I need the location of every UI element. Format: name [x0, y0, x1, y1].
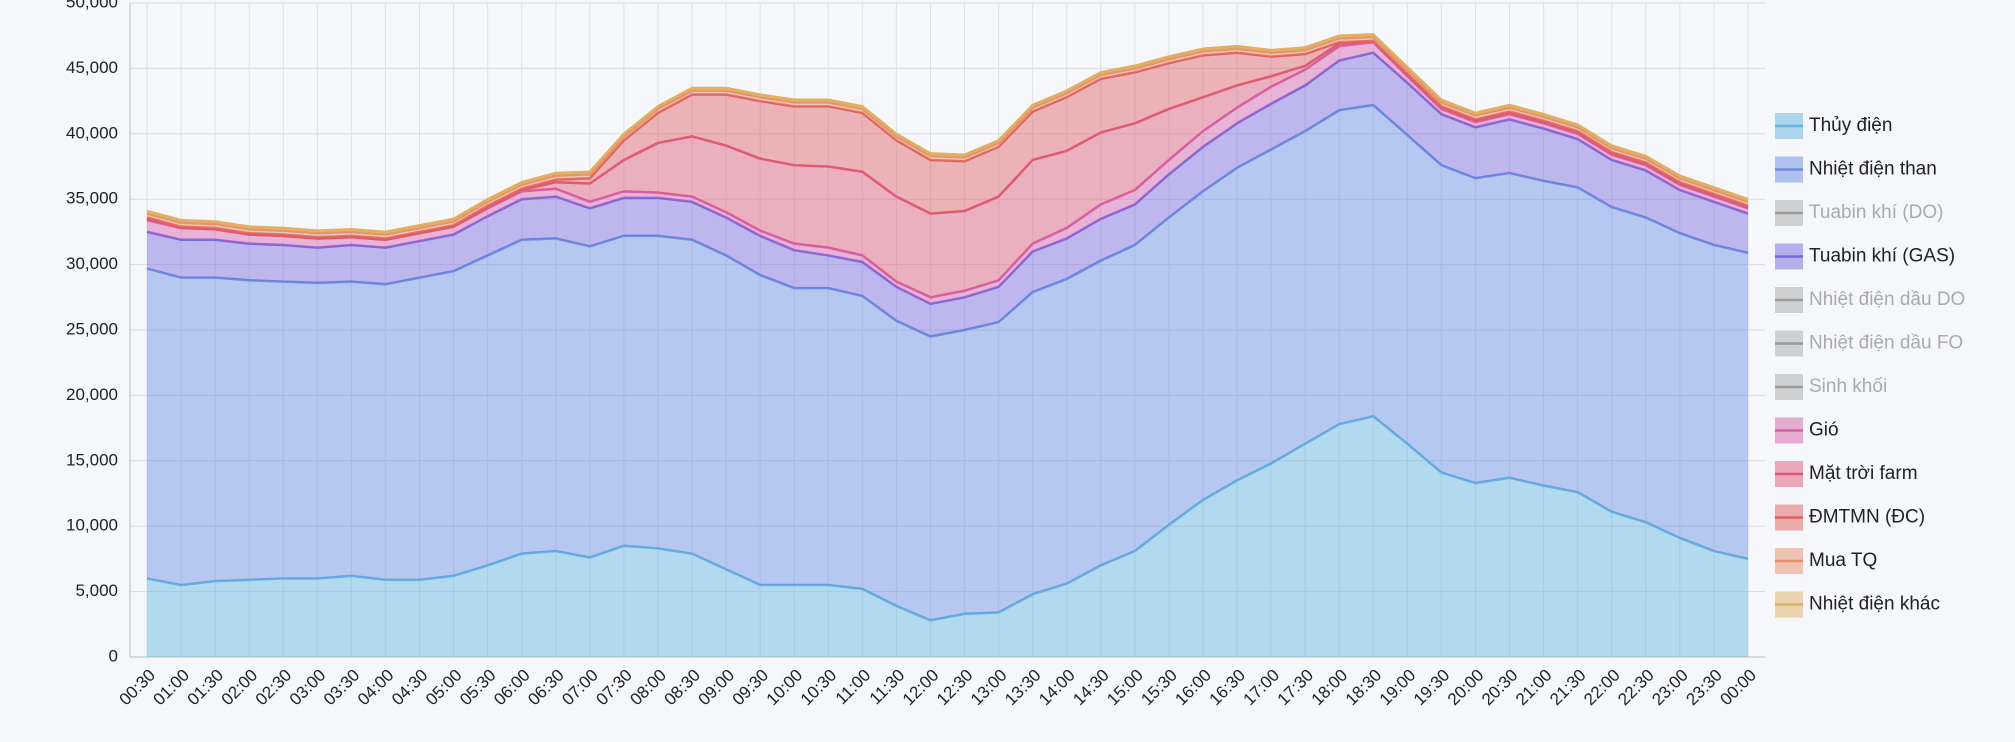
y-tick-label: 40,000	[66, 123, 118, 142]
x-tick-label: 14:30	[1069, 666, 1113, 710]
x-tick-label: 10:00	[763, 666, 807, 710]
x-tick-label: 14:00	[1035, 666, 1079, 710]
area	[147, 416, 1748, 657]
legend-label: Mua TQ	[1809, 550, 1877, 571]
x-tick-label: 09:00	[695, 666, 739, 710]
y-tick-label: 20,000	[66, 385, 118, 404]
x-tick-label: 18:30	[1342, 666, 1386, 710]
legend-label: Nhiệt điện khác	[1809, 594, 1940, 615]
x-tick-label: 07:00	[558, 666, 602, 710]
x-tick-label: 23:00	[1648, 666, 1692, 710]
legend-label: Nhiệt điện dầu DO	[1809, 289, 1965, 310]
x-tick-label: 15:30	[1137, 666, 1181, 710]
x-tick-label: 01:30	[184, 666, 228, 710]
x-tick-label: 02:30	[252, 666, 296, 710]
legend-label: Nhiệt điện than	[1809, 159, 1937, 180]
x-tick-label: 13:00	[967, 666, 1011, 710]
x-tick-label: 21:30	[1546, 666, 1590, 710]
x-tick-label: 02:00	[218, 666, 262, 710]
x-tick-label: 22:30	[1614, 666, 1658, 710]
y-tick-label: 45,000	[66, 58, 118, 77]
x-tick-label: 16:30	[1206, 666, 1250, 710]
x-tick-label: 01:00	[150, 666, 194, 710]
x-tick-label: 04:00	[354, 666, 398, 710]
x-tick-label: 21:00	[1512, 666, 1556, 710]
area-line	[146, 35, 1749, 236]
legend-label: Gió	[1809, 420, 1839, 441]
area	[147, 40, 1748, 240]
x-tick-label: 20:00	[1444, 666, 1488, 710]
legend-label: Thủy điện	[1809, 115, 1892, 136]
x-tick-label: 10:30	[797, 666, 841, 710]
x-tick-label: 08:00	[626, 666, 670, 710]
x-tick-label: 18:00	[1308, 666, 1352, 710]
x-tick-label: 16:00	[1171, 666, 1215, 710]
x-tick-label: 22:00	[1580, 666, 1624, 710]
x-tick-label: 00:30	[116, 666, 160, 710]
y-tick-label: 5,000	[75, 581, 118, 600]
x-tick-label: 19:30	[1410, 666, 1454, 710]
y-tick-label: 10,000	[66, 516, 118, 535]
x-tick-label: 09:30	[729, 666, 773, 710]
x-tick-label: 12:00	[899, 666, 943, 710]
x-tick-label: 12:30	[933, 666, 977, 710]
x-tick-label: 17:00	[1240, 666, 1284, 710]
legend-label: ĐMTMN (ĐC)	[1809, 507, 1925, 528]
x-tick-label: 15:00	[1103, 666, 1147, 710]
area	[147, 40, 1748, 298]
x-tick-label: 04:30	[388, 666, 432, 710]
area-line	[146, 103, 1749, 338]
legend-label: Nhiệt điện dầu FO	[1809, 333, 1963, 354]
legend: Thủy điện Nhiệt điện than Tuabin khí (DO) T…	[1775, 113, 1965, 618]
x-tick-label: 03:00	[286, 666, 330, 710]
x-tick-label: 17:30	[1274, 666, 1318, 710]
x-tick-label: 11:30	[866, 666, 909, 709]
legend-label: Mặt trời farm	[1809, 463, 1918, 484]
x-tick-label: 23:30	[1682, 666, 1726, 710]
legend-label: Tuabin khí (DO)	[1809, 202, 1943, 223]
x-tick-label: 06:30	[524, 666, 568, 710]
y-tick-label: 30,000	[66, 254, 118, 273]
x-tick-label: 03:30	[320, 666, 364, 710]
x-tick-label: 13:30	[1001, 666, 1045, 710]
x-tick-label: 08:30	[661, 666, 705, 710]
x-tick-label: 06:00	[490, 666, 534, 710]
area-line	[146, 51, 1749, 306]
y-tick-label: 25,000	[66, 319, 118, 338]
y-tick-label: 0	[109, 646, 118, 665]
x-tick-label: 05:30	[456, 666, 500, 710]
legend-label: Sinh khối	[1809, 376, 1887, 397]
x-tick-label: 20:30	[1478, 666, 1522, 710]
area-line	[146, 39, 1749, 242]
y-tick-label: 15,000	[66, 450, 118, 469]
x-tick-label: 07:30	[592, 666, 636, 710]
legend-label: Tuabin khí (GAS)	[1809, 246, 1955, 267]
x-tick-label: 19:00	[1376, 666, 1420, 710]
x-tick-label: 11:00	[832, 666, 875, 709]
y-tick-label: 35,000	[66, 189, 118, 208]
area	[147, 105, 1748, 621]
x-tick-label: 00:00	[1716, 666, 1760, 710]
area-line	[146, 39, 1749, 240]
area-line	[146, 414, 1749, 622]
x-tick-label: 05:00	[422, 666, 466, 710]
y-tick-label: 50,000	[66, 0, 118, 11]
area-line	[146, 33, 1749, 234]
